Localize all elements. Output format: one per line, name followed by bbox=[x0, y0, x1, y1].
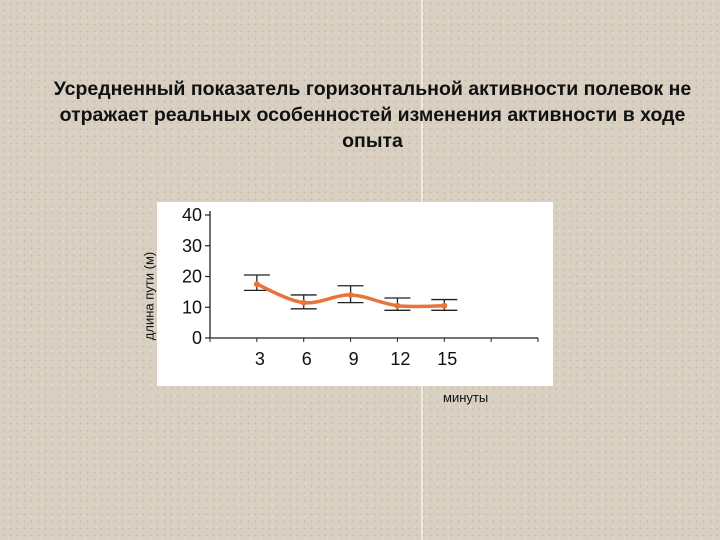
y-tick-label: 30 bbox=[182, 236, 202, 256]
chart-panel: 0 10 20 30 40 3 6 9 12 15 bbox=[157, 202, 553, 386]
x-tick-label: 15 bbox=[437, 349, 457, 369]
x-tick-label: 3 bbox=[255, 349, 265, 369]
x-tick-label: 6 bbox=[302, 349, 312, 369]
data-point bbox=[300, 299, 307, 306]
data-point bbox=[347, 291, 354, 298]
y-tick-label: 0 bbox=[192, 328, 202, 348]
line-chart: 0 10 20 30 40 3 6 9 12 15 bbox=[182, 205, 539, 369]
data-point bbox=[441, 302, 448, 309]
y-tick-label: 20 bbox=[182, 267, 202, 287]
y-axis-label: длина пути (м) bbox=[141, 251, 157, 341]
x-tick-label: 9 bbox=[349, 349, 359, 369]
x-tick-label: 12 bbox=[390, 349, 410, 369]
slide-title: Усредненный показатель горизонтальной ак… bbox=[53, 78, 692, 152]
y-tick-label: 40 bbox=[182, 205, 202, 225]
data-point bbox=[253, 281, 260, 288]
data-point bbox=[394, 302, 401, 309]
y-tick-label: 10 bbox=[182, 297, 202, 317]
x-axis-label: минуты bbox=[443, 390, 489, 405]
